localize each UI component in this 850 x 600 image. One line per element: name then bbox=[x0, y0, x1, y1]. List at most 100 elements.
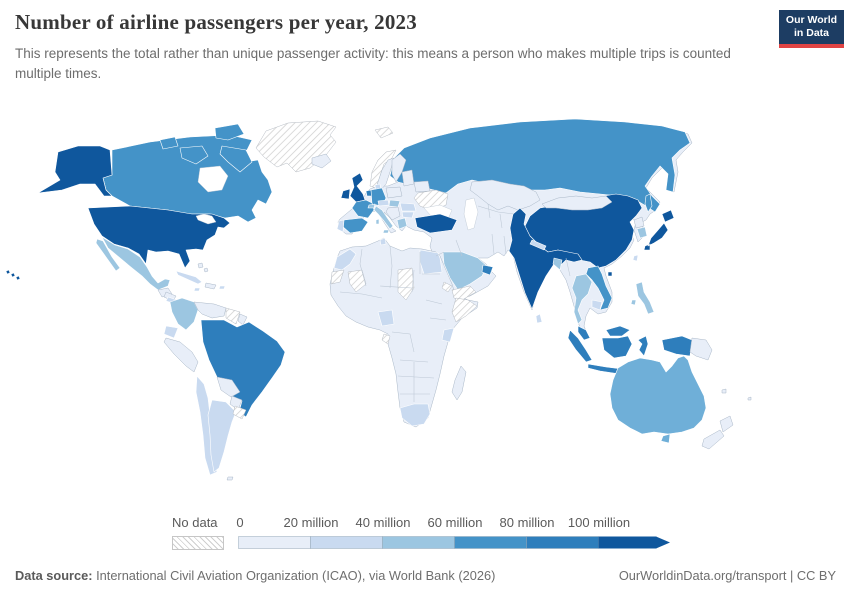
country-kenya[interactable] bbox=[441, 327, 455, 343]
legend-bin-20-40[interactable] bbox=[310, 536, 383, 549]
country-saudi-arabia[interactable] bbox=[442, 251, 488, 291]
legend-bin-0-20[interactable] bbox=[238, 536, 311, 549]
country-north-korea[interactable] bbox=[633, 216, 645, 229]
country-thailand[interactable] bbox=[571, 273, 593, 325]
country-india[interactable] bbox=[508, 207, 583, 310]
country-cuba[interactable] bbox=[175, 270, 203, 285]
country-russia-sakhalin[interactable] bbox=[644, 193, 653, 213]
country-madagascar[interactable] bbox=[451, 365, 467, 401]
country-sri-lanka[interactable] bbox=[535, 313, 543, 324]
country-colombia[interactable] bbox=[169, 297, 199, 331]
country-venezuela[interactable] bbox=[193, 301, 227, 319]
country-papua-new-guinea[interactable] bbox=[689, 337, 713, 361]
country-uae[interactable] bbox=[481, 264, 494, 276]
legend-bin-40-60[interactable] bbox=[382, 536, 455, 549]
country-poland[interactable] bbox=[385, 186, 403, 199]
falkland-islands[interactable] bbox=[226, 476, 234, 481]
country-eritrea-nodata[interactable] bbox=[441, 281, 453, 293]
country-kazakhstan[interactable] bbox=[469, 179, 541, 211]
country-uruguay-nodata[interactable] bbox=[232, 405, 247, 420]
footer-source-label: Data source: bbox=[15, 568, 93, 583]
country-bulgaria[interactable] bbox=[401, 211, 415, 219]
country-canada-arctic-islands[interactable] bbox=[159, 123, 253, 173]
country-cambodia[interactable] bbox=[591, 299, 603, 311]
legend-color-bar[interactable] bbox=[238, 536, 674, 550]
country-russia[interactable] bbox=[389, 118, 691, 213]
country-switzerland[interactable] bbox=[367, 203, 376, 209]
country-australia[interactable] bbox=[609, 355, 707, 435]
footer-source-text: International Civil Aviation Organizatio… bbox=[92, 568, 496, 583]
africa-landmass[interactable] bbox=[329, 237, 479, 428]
country-ecuador[interactable] bbox=[163, 325, 179, 339]
owid-logo-line2: in Data bbox=[793, 27, 829, 39]
country-tunisia[interactable] bbox=[379, 237, 387, 246]
country-new-zealand[interactable] bbox=[701, 415, 734, 450]
country-jamaica[interactable] bbox=[193, 287, 201, 292]
hudson-bay bbox=[197, 165, 229, 193]
legend-bin-80-100[interactable] bbox=[526, 536, 599, 549]
country-greece[interactable] bbox=[396, 217, 408, 230]
country-vietnam[interactable] bbox=[585, 265, 613, 311]
country-yemen-nodata[interactable] bbox=[451, 285, 477, 301]
country-argentina[interactable] bbox=[207, 399, 237, 473]
legend-bin-100-plus[interactable] bbox=[598, 536, 657, 549]
country-nigeria[interactable] bbox=[377, 309, 395, 327]
country-usa-hawaii[interactable] bbox=[5, 269, 21, 281]
country-bahamas[interactable] bbox=[197, 262, 209, 273]
country-japan[interactable] bbox=[643, 209, 675, 251]
country-usa[interactable] bbox=[87, 205, 231, 269]
country-south-korea[interactable] bbox=[636, 226, 648, 239]
country-australia-tasmania[interactable] bbox=[660, 433, 671, 444]
country-western-sahara-nodata[interactable] bbox=[330, 269, 345, 285]
footer-link[interactable]: OurWorldinData.org/transport | CC BY bbox=[618, 568, 836, 583]
legend-no-data-swatch[interactable] bbox=[172, 536, 224, 550]
legend-tick-40m: 40 million bbox=[355, 515, 411, 530]
country-hungary[interactable] bbox=[388, 199, 401, 208]
country-belarus[interactable] bbox=[413, 180, 431, 193]
country-philippines[interactable] bbox=[630, 281, 655, 315]
country-chad-nodata[interactable] bbox=[397, 267, 415, 301]
legend-tick-20m: 20 million bbox=[283, 515, 339, 530]
country-hispaniola[interactable] bbox=[204, 282, 217, 290]
legend-bin-60-80[interactable] bbox=[454, 536, 527, 549]
country-mexico[interactable] bbox=[95, 236, 171, 291]
country-bolivia[interactable] bbox=[216, 376, 241, 398]
country-united-kingdom[interactable] bbox=[349, 172, 366, 203]
country-peru[interactable] bbox=[163, 337, 199, 373]
country-mali-nodata[interactable] bbox=[347, 269, 367, 293]
country-ireland[interactable] bbox=[340, 188, 351, 200]
country-mongolia[interactable] bbox=[541, 195, 613, 211]
country-austria-czechia[interactable] bbox=[377, 199, 390, 207]
country-bangladesh[interactable] bbox=[552, 257, 563, 271]
caspian-sea bbox=[463, 197, 479, 231]
country-france[interactable] bbox=[351, 199, 375, 219]
country-usa-alaska[interactable] bbox=[37, 145, 113, 197]
legend-tick-60m: 60 million bbox=[427, 515, 483, 530]
legend-no-data-label: No data bbox=[172, 515, 218, 530]
country-portugal[interactable] bbox=[336, 219, 345, 233]
country-morocco[interactable] bbox=[333, 248, 357, 271]
country-romania[interactable] bbox=[399, 202, 417, 212]
country-iceland[interactable] bbox=[311, 153, 332, 169]
country-china-hainan[interactable] bbox=[607, 271, 613, 277]
country-italy[interactable] bbox=[373, 205, 394, 234]
country-malaysia[interactable] bbox=[577, 325, 631, 341]
legend-tick-0: 0 bbox=[236, 515, 244, 530]
country-balkans[interactable] bbox=[385, 206, 401, 221]
country-south-africa[interactable] bbox=[399, 403, 431, 427]
country-gabon-nodata[interactable] bbox=[381, 333, 391, 345]
country-turkey[interactable] bbox=[414, 213, 458, 234]
footer-source: Data source: International Civil Aviatio… bbox=[15, 568, 495, 583]
owid-logo[interactable]: Our World in Data bbox=[779, 10, 844, 48]
pacific-islands[interactable] bbox=[721, 388, 752, 401]
country-somalia-nodata[interactable] bbox=[451, 297, 478, 323]
legend-arrow bbox=[656, 536, 670, 549]
country-svalbard-nodata[interactable] bbox=[374, 126, 394, 139]
country-taiwan[interactable] bbox=[632, 254, 639, 262]
country-guyana-nodata[interactable] bbox=[225, 307, 241, 325]
country-baltics[interactable] bbox=[401, 169, 415, 187]
owid-logo-line1: Our World bbox=[785, 14, 838, 27]
country-puerto-rico[interactable] bbox=[218, 285, 226, 290]
country-nepal[interactable] bbox=[529, 239, 547, 251]
